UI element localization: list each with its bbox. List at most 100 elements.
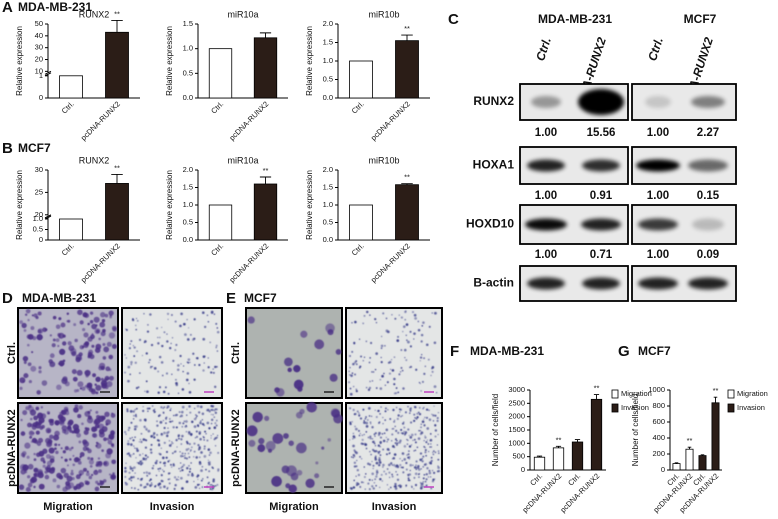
cell — [382, 416, 384, 419]
cell — [429, 446, 431, 448]
legend-swatch — [611, 389, 619, 399]
cell — [428, 471, 432, 475]
cell — [314, 473, 320, 479]
cell — [35, 430, 40, 435]
cell — [193, 364, 196, 366]
bar — [395, 184, 419, 241]
cell — [353, 455, 356, 458]
cell — [274, 387, 280, 393]
cell — [66, 464, 69, 467]
cell — [354, 320, 357, 324]
cell — [180, 438, 183, 441]
cell — [363, 433, 365, 436]
cell — [355, 390, 358, 393]
cell — [414, 472, 418, 476]
cell — [89, 409, 92, 412]
cell — [24, 442, 31, 449]
cell — [133, 346, 136, 349]
cell — [198, 432, 201, 435]
cell — [432, 414, 435, 417]
significance: ** — [556, 435, 562, 444]
cell — [142, 405, 144, 408]
cell — [424, 416, 426, 419]
cell — [386, 468, 389, 470]
cell — [94, 486, 100, 492]
cell — [379, 436, 383, 439]
cell — [394, 442, 398, 445]
cell — [46, 441, 53, 448]
cell — [34, 472, 39, 478]
cell — [64, 446, 69, 451]
lane-label: Ctrl. — [533, 36, 554, 63]
cell — [359, 417, 363, 420]
cell — [411, 486, 413, 488]
cell — [379, 442, 382, 445]
cell — [265, 440, 276, 451]
blot-band — [691, 96, 725, 108]
cell — [70, 471, 74, 476]
significance: ** — [594, 384, 600, 393]
cell — [427, 443, 430, 445]
cell — [30, 326, 35, 331]
cell — [198, 411, 201, 414]
cell — [185, 420, 188, 423]
cell — [65, 411, 70, 416]
cell — [128, 471, 131, 474]
cell — [434, 311, 437, 315]
x-tick-label: Ctrl. — [350, 99, 366, 115]
cell — [403, 348, 407, 352]
cell — [415, 460, 418, 463]
cell — [49, 361, 56, 368]
cell — [396, 439, 398, 442]
cell — [387, 408, 389, 411]
cell — [155, 459, 158, 463]
cell — [175, 381, 178, 385]
cell — [377, 409, 380, 413]
cell — [204, 430, 207, 433]
cell — [166, 312, 170, 316]
row-label: B-actin — [473, 276, 514, 290]
cell — [415, 368, 418, 371]
cell — [97, 457, 101, 460]
cell — [36, 334, 43, 341]
cell — [41, 380, 48, 386]
cell — [95, 444, 98, 448]
cell — [154, 408, 156, 410]
cell — [362, 360, 364, 362]
cell — [365, 430, 368, 433]
cell — [101, 319, 106, 323]
cell — [173, 476, 177, 479]
cell — [374, 432, 377, 435]
cell — [290, 472, 299, 481]
cell — [89, 320, 94, 324]
cell — [213, 426, 217, 429]
cell — [264, 415, 270, 421]
y-tick-label: 1.5 — [323, 182, 333, 191]
legend-swatch — [611, 403, 619, 413]
cell — [103, 346, 110, 353]
bar — [208, 48, 233, 99]
cell — [67, 425, 72, 430]
cell — [358, 412, 360, 414]
cell — [214, 445, 217, 447]
cell — [189, 333, 192, 336]
cell — [388, 476, 391, 479]
cell — [390, 462, 393, 465]
cell — [161, 374, 164, 377]
cell — [106, 448, 113, 455]
cell — [166, 333, 168, 335]
cell — [392, 408, 395, 412]
row-label: RUNX2 — [473, 94, 514, 108]
cell — [417, 464, 420, 468]
cell — [407, 428, 410, 431]
cell — [163, 331, 166, 334]
cell — [164, 386, 167, 389]
cell — [188, 442, 191, 446]
cell — [355, 360, 358, 363]
cell — [106, 437, 110, 441]
cell — [33, 458, 37, 461]
cell — [425, 478, 428, 481]
x-tick-label: pcDNA-RUNX2 — [227, 241, 270, 284]
cell — [169, 472, 171, 474]
cell — [132, 475, 135, 479]
